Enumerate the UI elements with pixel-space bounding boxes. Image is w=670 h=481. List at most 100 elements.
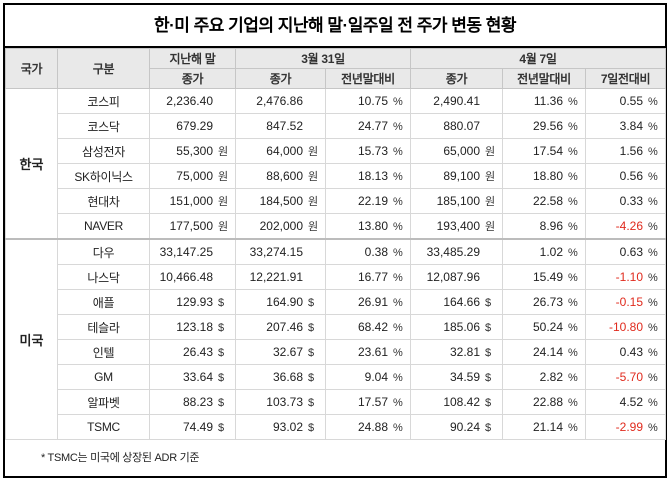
table-row: 알파벳 88.23 $ 103.73 $ 17.57% 108.42 $ 22.88%… [6,389,667,415]
percent-sign: % [568,196,578,208]
table-row: SK하이닉스 75,000 원 88,600 원 18.13% 89,100 원 18… [6,163,667,189]
table-row: 미국 다우 33,147.25 33,274.15 0.38% 33,485.2… [5,238,667,440]
m31-close-cell: 12,221.91 [235,264,326,290]
a7-pct-value: 2.82 [539,370,564,384]
company-label: 나스닥 [57,264,150,290]
a7-close-cell: 108.42 $ [410,389,504,415]
col-header-vs-week: 7일전대비 [585,68,667,89]
a7-pct-cell: 8.96% [502,213,587,240]
company-label: SK하이닉스 [57,163,150,189]
prev-close-value: 129.93 [176,295,213,309]
a7-pct-cell: 21.14% [502,414,587,440]
percent-sign: % [648,272,658,284]
company-label: 테슬라 [57,314,150,340]
company-label: 삼성전자 [57,138,150,164]
a7-pct-value: 17.54 [532,144,564,158]
a7-pct-value: 15.49 [532,270,564,284]
m31-close-cell: 36.68 $ [235,364,326,390]
percent-sign: % [393,347,403,359]
m31-close-cell: 88,600 원 [235,163,326,189]
company-label: 코스닥 [57,113,150,139]
percent-sign: % [648,146,658,158]
a7-pct-value: 18.80 [532,169,564,183]
m31-close-unit: 원 [308,196,319,208]
m31-pct-value: 26.91 [357,295,389,309]
col-header-category: 구분 [57,48,150,89]
percent-sign: % [648,422,658,434]
table-row: 한국 코스피 2,236.40 2,476.86 10.75% 2,490.41… [5,88,667,240]
week-pct-value: 0.43 [619,345,644,359]
week-pct-cell: 4.52% [585,389,667,415]
col-header-close-m31: 종가 [235,68,326,89]
a7-close-value: 880.07 [443,119,481,133]
percent-sign: % [393,146,403,158]
m31-close-value: 103.73 [266,395,303,409]
a7-pct-value: 24.14 [532,345,564,359]
company-label: 애플 [57,289,150,315]
m31-pct-value: 10.75 [357,94,389,108]
a7-pct-cell: 11.36% [502,88,587,114]
m31-pct-value: 24.77 [357,119,389,133]
m31-close-unit: 원 [308,146,319,158]
m31-pct-cell: 26.91% [324,289,412,315]
m31-close-value: 32.67 [272,345,303,359]
a7-close-unit: $ [485,347,492,359]
week-pct-cell: 0.56% [585,163,667,189]
percent-sign: % [648,121,658,133]
week-pct-value: -1.10 [615,270,644,284]
a7-close-cell: 34.59 $ [410,364,504,390]
m31-pct-cell: 24.77% [324,113,412,139]
week-pct-cell: -5.70% [585,364,667,390]
prev-close-value: 75,000 [176,169,213,183]
prev-close-value: 10,466.48 [159,270,213,284]
m31-pct-value: 15.73 [357,144,389,158]
prev-close-value: 2,236.40 [166,94,213,108]
percent-sign: % [393,121,403,133]
m31-close-unit: $ [308,397,315,409]
a7-pct-value: 50.24 [532,320,564,334]
m31-close-unit: $ [308,297,315,309]
a7-pct-cell: 22.88% [502,389,587,415]
m31-close-value: 207.46 [266,320,303,334]
a7-pct-cell: 26.73% [502,289,587,315]
a7-pct-value: 21.14 [532,420,564,434]
table-row: 나스닥 10,466.48 12,221.91 16.77% 12,087.96… [6,264,667,290]
week-pct-value: -0.15 [615,295,644,309]
stock-table: 국가 구분 지난해 말 3월 31일 4월 7일 종가 종가 전년말대비 종가 … [5,48,667,440]
a7-close-value: 185.06 [443,320,481,334]
a7-pct-value: 11.36 [533,94,564,108]
prev-close-cell: 123.18 $ [149,314,236,340]
a7-close-unit: $ [485,297,492,309]
report-card: 한·미 주요 기업의 지난해 말·일주일 전 주가 변동 현황 국가 구분 지난… [3,3,667,478]
m31-pct-value: 13.80 [357,219,389,233]
a7-pct-cell: 15.49% [502,264,587,290]
company-label: 코스피 [57,88,150,114]
prev-close-cell: 33.64 $ [149,364,236,390]
prev-close-cell: 679.29 [149,113,236,139]
m31-close-unit: $ [308,422,315,434]
prev-close-unit: $ [218,397,225,409]
percent-sign: % [648,96,658,108]
m31-close-cell: 33,274.15 [235,238,326,265]
week-pct-value: 0.63 [619,245,644,259]
footnote: * TSMC는 미국에 상장된 ADR 기준 [41,452,200,464]
percent-sign: % [393,96,403,108]
a7-close-cell: 90.24 $ [410,414,504,440]
prev-close-cell: 88.23 $ [149,389,236,415]
table-row: 테슬라 123.18 $ 207.46 $ 68.42% 185.06 $ 50.24… [6,314,667,340]
a7-close-cell: 32.81 $ [410,339,504,365]
percent-sign: % [568,272,578,284]
a7-close-cell: 33,485.29 [410,238,504,265]
a7-pct-cell: 1.02% [502,238,587,265]
m31-pct-value: 0.38 [364,245,389,259]
m31-close-cell: 202,000 원 [235,213,326,240]
a7-close-unit: $ [485,322,492,334]
country-cell-korea: 한국 [5,88,58,240]
prev-close-value: 151,000 [169,194,213,208]
prev-close-value: 55,300 [176,144,213,158]
percent-sign: % [568,422,578,434]
percent-sign: % [648,397,658,409]
percent-sign: % [568,247,578,259]
a7-close-value: 185,100 [436,194,481,208]
week-pct-value: 3.84 [619,119,644,133]
